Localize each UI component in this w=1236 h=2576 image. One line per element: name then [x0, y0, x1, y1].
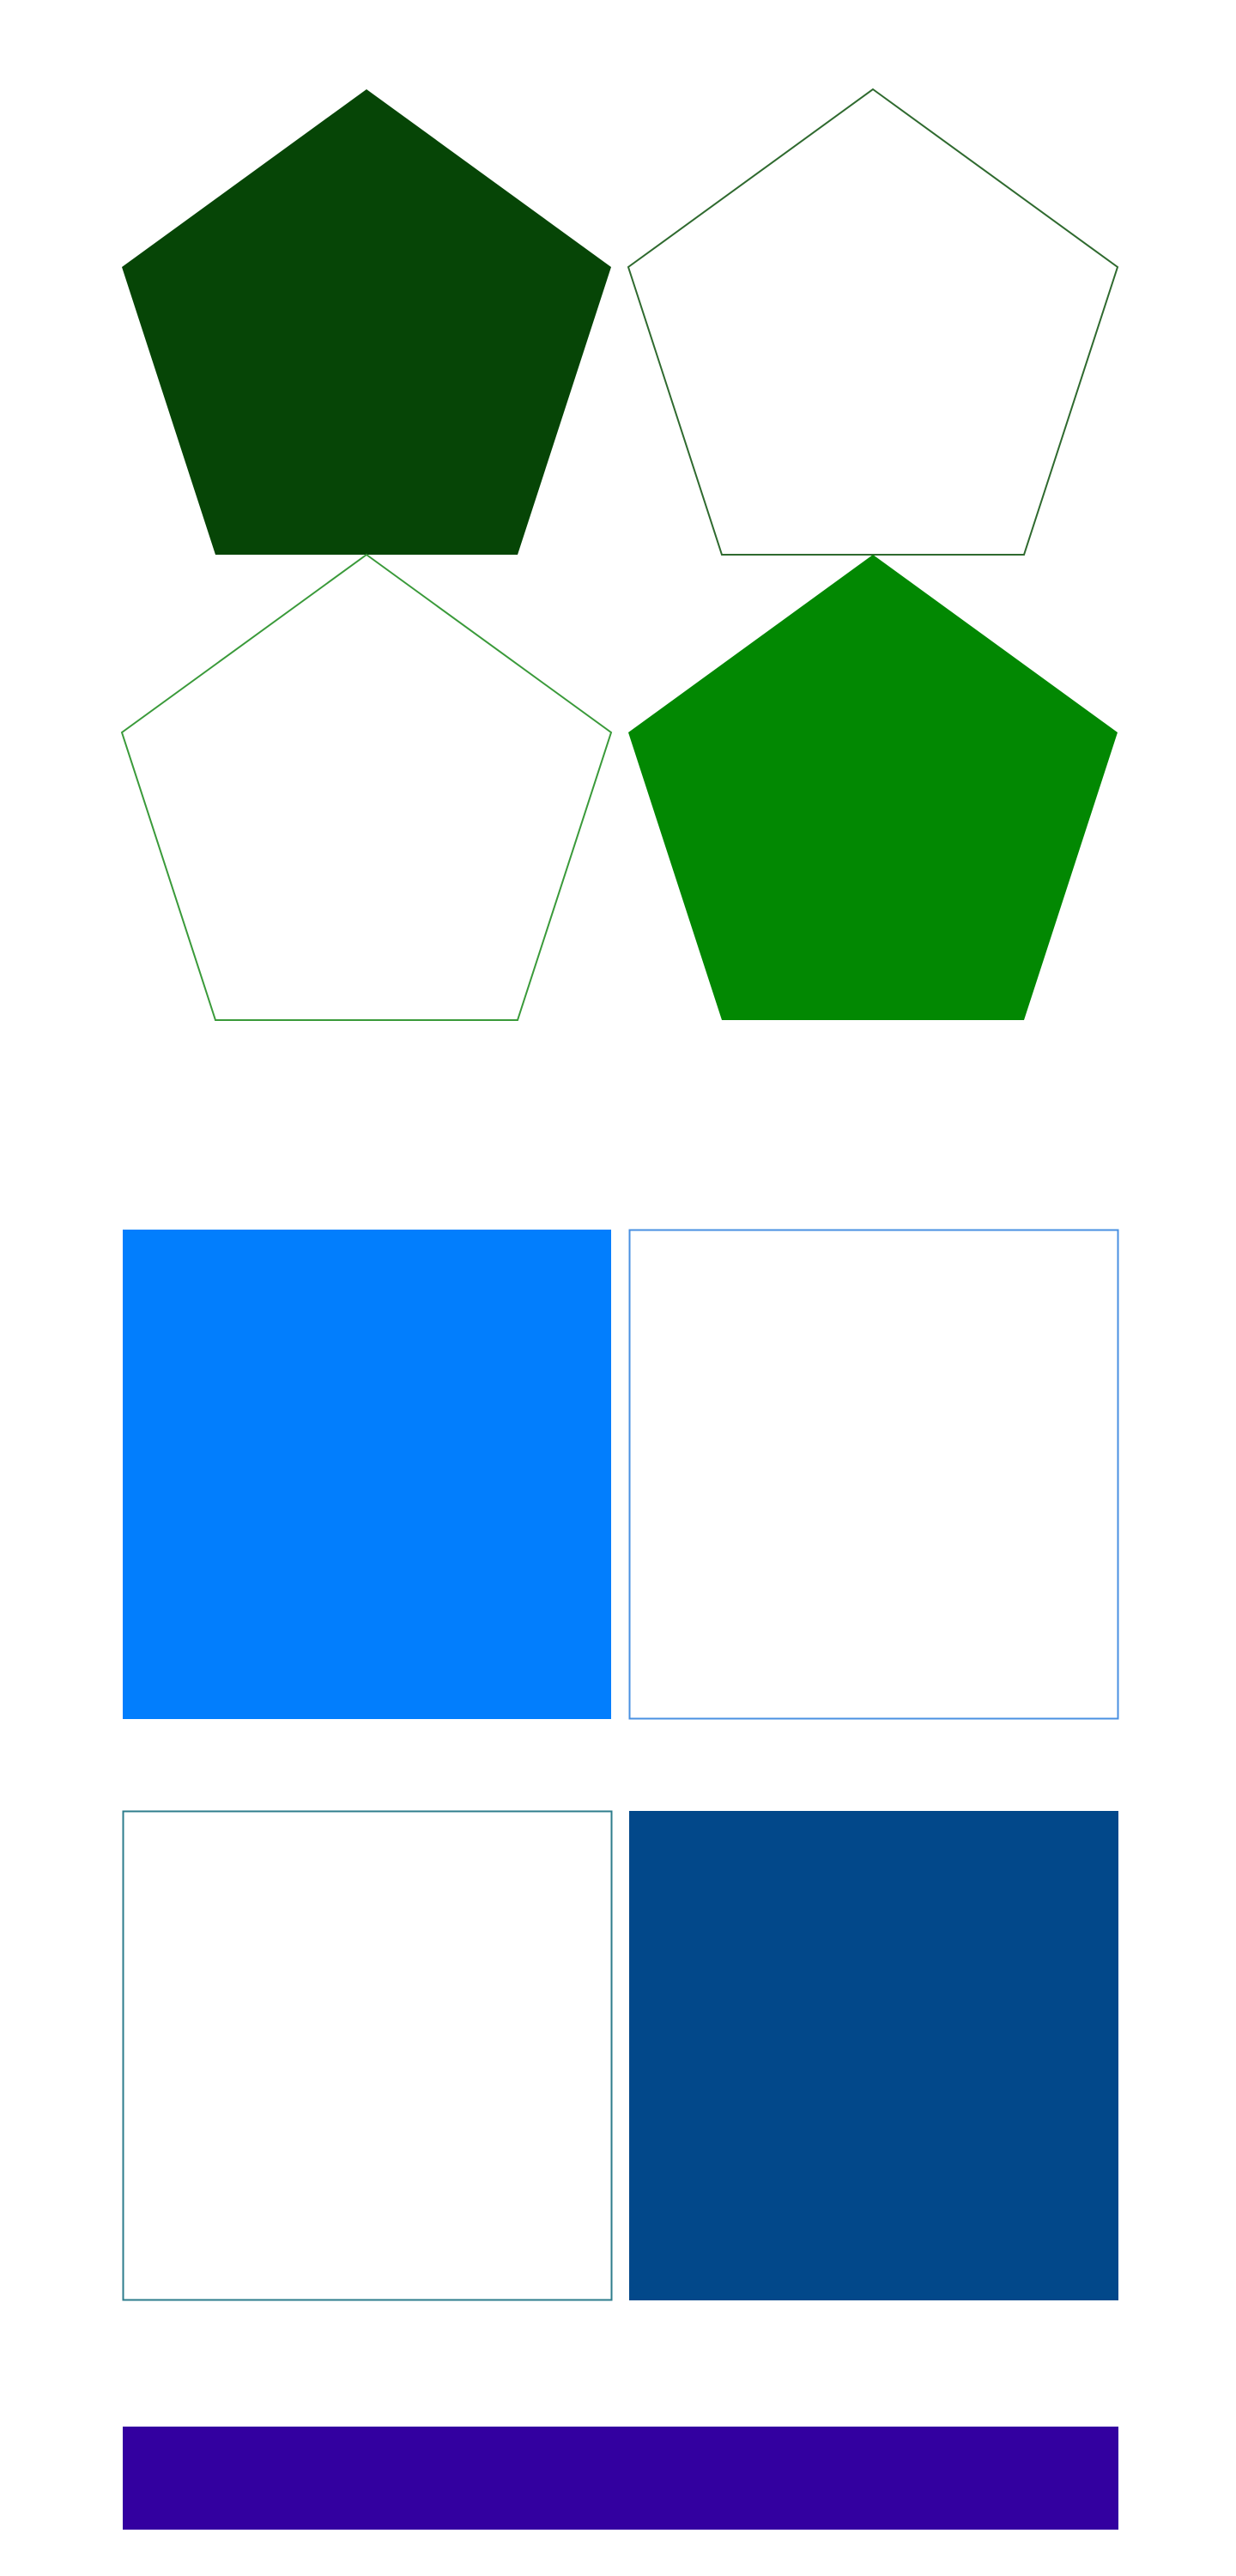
pentagon-filled-dark-green — [122, 89, 611, 555]
pentagon-outline-green — [120, 553, 613, 1021]
bar-filled-purple — [123, 2427, 1118, 2530]
square-filled-blue — [123, 1230, 611, 1719]
square-filled-navy — [629, 1811, 1118, 2300]
square-outline-teal — [122, 1810, 613, 2301]
pentagon-outline-dark — [627, 88, 1119, 556]
pentagon-filled-green — [628, 555, 1118, 1020]
square-outline-blue — [628, 1229, 1119, 1720]
